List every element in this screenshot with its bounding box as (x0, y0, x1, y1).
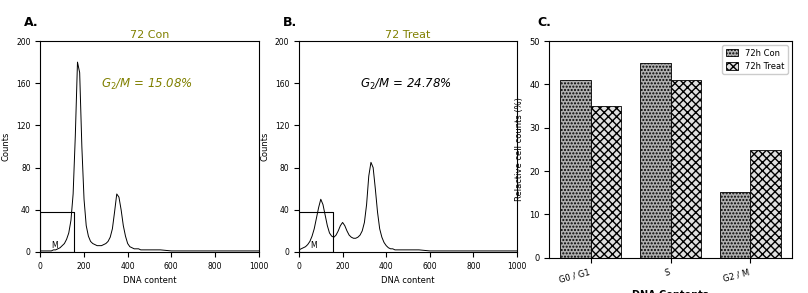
Bar (671, 80, 701, 258)
Bar (751, 150, 781, 258)
Bar (720, 193, 751, 258)
Y-axis label: Counts: Counts (260, 132, 269, 161)
Text: M: M (310, 241, 317, 250)
Bar (640, 63, 671, 258)
Text: C.: C. (537, 16, 551, 29)
Text: $G_2$/M = 15.08%: $G_2$/M = 15.08% (102, 76, 193, 91)
X-axis label: DNA content: DNA content (381, 276, 435, 285)
Legend: 72h Con, 72h Treat: 72h Con, 72h Treat (722, 45, 788, 74)
Y-axis label: Counts: Counts (2, 132, 11, 161)
X-axis label: DNA content: DNA content (123, 276, 176, 285)
Title: 72 Con: 72 Con (130, 30, 169, 40)
Y-axis label: Relactive cell counts (%): Relactive cell counts (%) (515, 98, 524, 201)
Text: $G_2$/M = 24.78%: $G_2$/M = 24.78% (360, 76, 452, 91)
Bar (561, 80, 591, 258)
X-axis label: DNA Contents: DNA Contents (633, 290, 709, 293)
Text: A.: A. (24, 16, 39, 29)
Bar (591, 106, 621, 258)
Text: B.: B. (283, 16, 297, 29)
Title: 72 Treat: 72 Treat (385, 30, 431, 40)
Text: M: M (52, 241, 58, 250)
